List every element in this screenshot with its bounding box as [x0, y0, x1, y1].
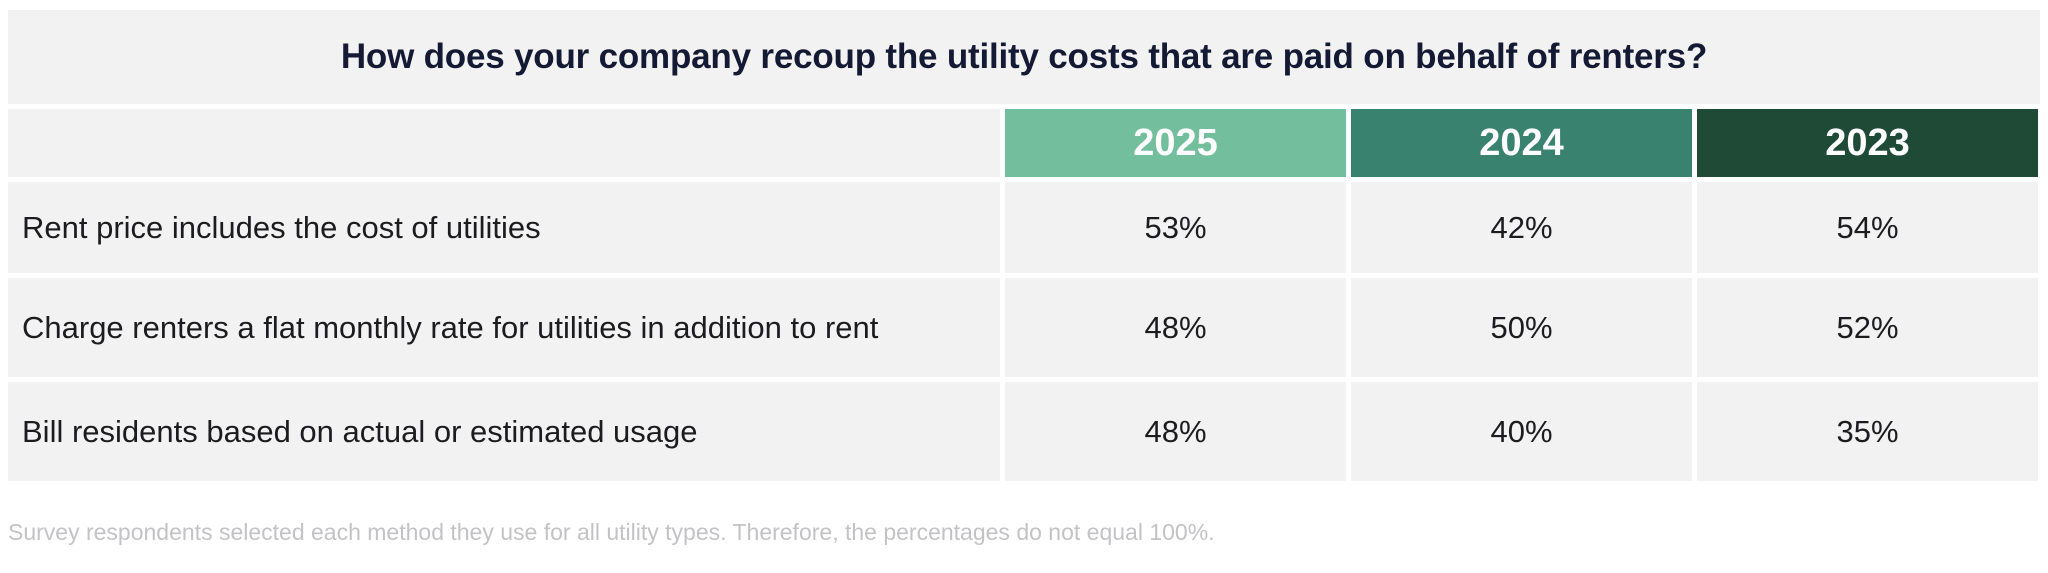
- value-bill-usage-2023: 35%: [1697, 382, 2038, 481]
- footnote: Survey respondents selected each method …: [8, 519, 1215, 545]
- survey-table: How does your company recoup the utility…: [8, 10, 2040, 481]
- value-rent-includes-2025: 53%: [1005, 182, 1346, 273]
- value-bill-usage-2025: 48%: [1005, 382, 1346, 481]
- value-flat-rate-2024: 50%: [1351, 278, 1692, 377]
- column-header-2024: 2024: [1351, 109, 1692, 177]
- row-label-flat-monthly-rate: Charge renters a flat monthly rate for u…: [8, 278, 1000, 377]
- value-flat-rate-2025: 48%: [1005, 278, 1346, 377]
- value-bill-usage-2024: 40%: [1351, 382, 1692, 481]
- header-empty-cell: [8, 109, 1000, 177]
- row-label-rent-includes-utilities: Rent price includes the cost of utilitie…: [8, 182, 1000, 273]
- table-title: How does your company recoup the utility…: [8, 10, 2040, 104]
- value-rent-includes-2023: 54%: [1697, 182, 2038, 273]
- column-header-2025: 2025: [1005, 109, 1346, 177]
- value-rent-includes-2024: 42%: [1351, 182, 1692, 273]
- row-label-bill-by-usage: Bill residents based on actual or estima…: [8, 382, 1000, 481]
- value-flat-rate-2023: 52%: [1697, 278, 2038, 377]
- column-header-2023: 2023: [1697, 109, 2038, 177]
- table-grid: 2025 2024 2023 Rent price includes the c…: [8, 109, 2040, 481]
